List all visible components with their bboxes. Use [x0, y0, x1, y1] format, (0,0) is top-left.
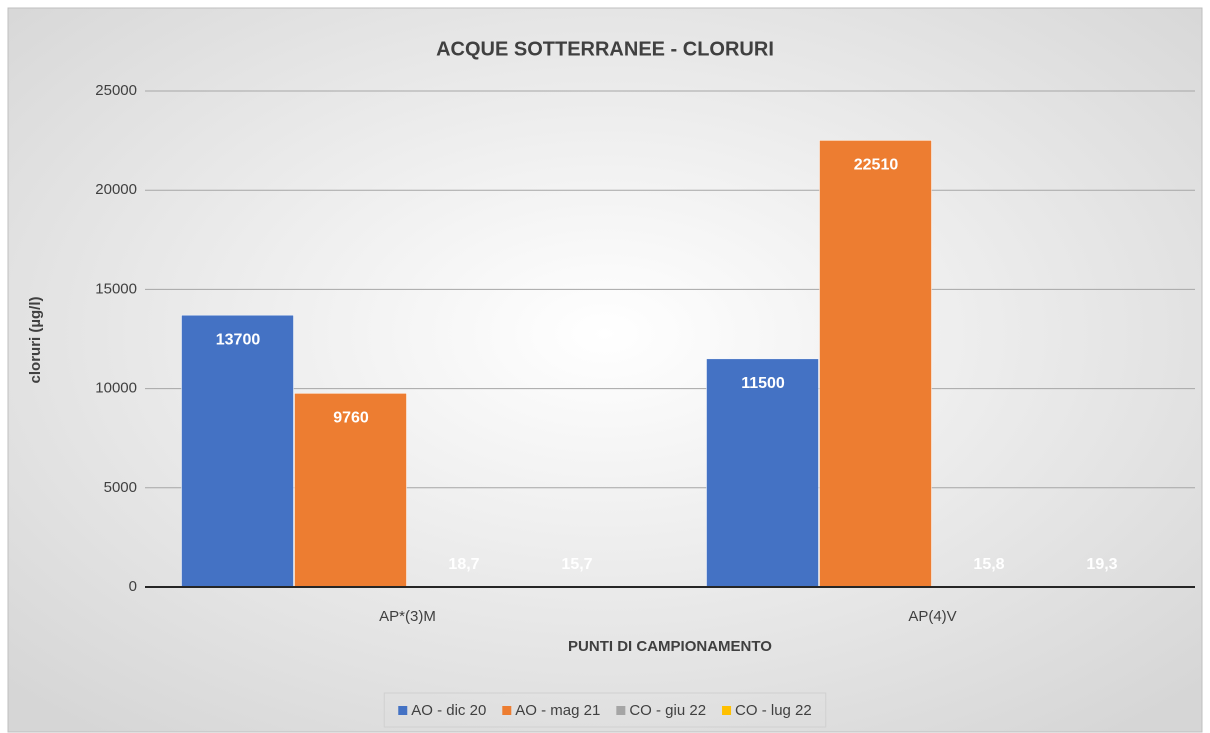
- legend-marker: [502, 706, 512, 715]
- legend: AO - dic 20 AO - mag 21 CO - giu 22 CO - lu…: [383, 692, 827, 728]
- legend-label: CO - giu 22: [629, 702, 706, 719]
- legend-marker: [398, 706, 408, 715]
- data-label: 11500: [741, 375, 785, 392]
- legend-marker: [616, 706, 626, 715]
- legend-box: [383, 692, 827, 728]
- x-axis-title: PUNTI DI CAMPIONAMENTO: [568, 638, 772, 655]
- bar: [294, 393, 407, 588]
- data-label: 15,8: [973, 556, 1004, 573]
- data-label: 18,7: [448, 556, 479, 573]
- data-label: 22510: [854, 157, 899, 174]
- y-tick-label: 10000: [95, 380, 137, 397]
- y-tick-label: 25000: [95, 82, 137, 99]
- y-tick-label: 15000: [95, 280, 137, 297]
- legend-label: AO - mag 21: [515, 702, 600, 719]
- legend-label: AO - dic 20: [411, 702, 486, 719]
- data-label: 9760: [333, 410, 369, 427]
- data-label: 13700: [216, 331, 261, 348]
- y-tick-label: 5000: [104, 479, 137, 496]
- y-axis-title: cloruri (µg/l): [27, 297, 44, 384]
- data-label: 15,7: [561, 556, 592, 573]
- legend-label: CO - lug 22: [735, 702, 812, 719]
- y-tick-label: 0: [129, 578, 137, 595]
- bar: [706, 358, 819, 588]
- x-tick-label: AP*(3)M: [379, 608, 436, 625]
- legend-marker: [722, 706, 732, 715]
- bar: [181, 314, 294, 588]
- y-tick-label: 20000: [95, 181, 137, 198]
- data-label: 19,3: [1086, 556, 1117, 573]
- bar: [819, 140, 932, 588]
- x-tick-label: AP(4)V: [908, 608, 956, 625]
- chart-title: ACQUE SOTTERRANEE - CLORURI: [436, 38, 774, 60]
